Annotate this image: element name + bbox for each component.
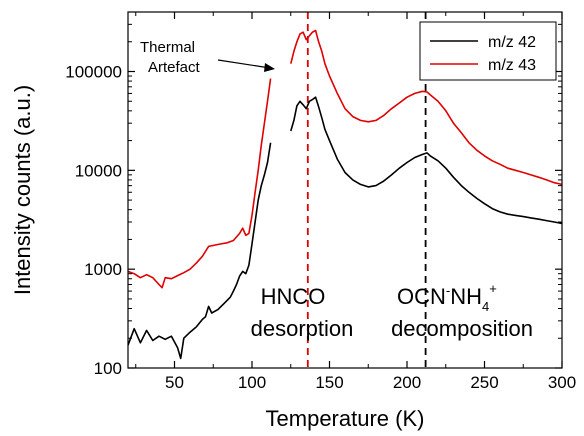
- annotation-thermal-line1: Thermal: [140, 39, 195, 56]
- series-line-mz42-segment-1: [128, 142, 272, 360]
- legend: m/z 42 m/z 43: [419, 21, 557, 81]
- series-line-mz43-segment-2: [290, 29, 562, 186]
- y-axis-title: Intensity counts (a.u.): [10, 85, 35, 295]
- legend-box: [419, 21, 557, 81]
- x-tick-label: 50: [165, 373, 184, 392]
- annotation-thermal-arrowhead: [264, 63, 275, 72]
- series-layer: [128, 29, 562, 360]
- annotation-hnco-line1: HNCO: [261, 284, 326, 309]
- series-line-mz43-segment-1: [128, 78, 272, 289]
- legend-label-mz42: m/z 42: [488, 34, 536, 51]
- annotation-ocn-line2: decomposition: [391, 316, 533, 341]
- annotation-ocn-sub: 4: [482, 299, 489, 314]
- annotation-ocn-sup2: +: [489, 281, 497, 296]
- annotation-thermal-arrow-line: [217, 59, 271, 69]
- x-tick-label: 100: [238, 373, 266, 392]
- y-tick-label: 100: [94, 359, 122, 378]
- plot-frame: [127, 11, 563, 369]
- annotation-thermal-line2: Artefact: [148, 59, 201, 76]
- annotation-ocn-species: OCN-NH4+: [397, 281, 497, 314]
- x-tick-label: 300: [548, 373, 576, 392]
- x-tick-label: 200: [393, 373, 421, 392]
- series-line-mz42-segment-2: [290, 96, 562, 225]
- x-axis-title: Temperature (K): [266, 406, 425, 431]
- y-tick-label: 10000: [75, 161, 122, 180]
- y-tick-label: 100000: [65, 63, 122, 82]
- axis-ticks: 50 100 150 200 250 300 100 1000 10000 100000: [65, 11, 576, 392]
- annotation-ocn-base1: OCN: [397, 284, 446, 309]
- annotations: Thermal Artefact HNCO desorption OCN-NH4…: [140, 39, 533, 341]
- y-tick-label: 1000: [84, 260, 122, 279]
- annotation-ocn-base2: NH: [450, 284, 482, 309]
- x-tick-label: 150: [315, 373, 343, 392]
- annotation-ocn-sup1: -: [446, 283, 450, 298]
- legend-label-mz43: m/z 43: [488, 57, 536, 74]
- x-tick-label: 250: [470, 373, 498, 392]
- annotation-hnco-line2: desorption: [251, 316, 354, 341]
